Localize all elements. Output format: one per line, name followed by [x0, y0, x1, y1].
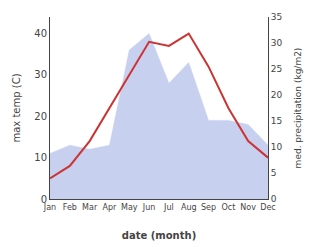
svg-text:Aug: Aug [181, 203, 197, 212]
svg-text:Feb: Feb [63, 203, 77, 212]
svg-text:0: 0 [41, 194, 47, 205]
svg-text:May: May [121, 203, 138, 212]
svg-text:15: 15 [271, 116, 282, 126]
svg-text:10: 10 [34, 152, 47, 163]
svg-text:Jun: Jun [142, 203, 156, 212]
svg-text:Jan: Jan [43, 203, 56, 212]
svg-text:30: 30 [271, 38, 283, 48]
svg-text:20: 20 [271, 90, 283, 100]
svg-text:Nov: Nov [240, 203, 256, 212]
svg-text:med. precipitation (kg/m2): med. precipitation (kg/m2) [293, 48, 303, 169]
svg-text:5: 5 [271, 168, 277, 178]
svg-text:Jul: Jul [163, 203, 174, 212]
svg-text:35: 35 [271, 12, 282, 22]
svg-text:20: 20 [34, 111, 47, 122]
svg-text:date (month): date (month) [122, 230, 196, 241]
svg-text:Dec: Dec [260, 203, 275, 212]
svg-text:40: 40 [34, 28, 47, 39]
svg-text:Sep: Sep [201, 203, 216, 212]
svg-text:25: 25 [271, 64, 282, 74]
svg-text:Apr: Apr [103, 203, 118, 212]
svg-text:0: 0 [271, 194, 277, 204]
svg-text:Mar: Mar [82, 203, 98, 212]
svg-text:Oct: Oct [221, 203, 235, 212]
svg-text:30: 30 [34, 69, 47, 80]
svg-text:max temp (C): max temp (C) [11, 73, 22, 142]
svg-text:10: 10 [271, 142, 283, 152]
